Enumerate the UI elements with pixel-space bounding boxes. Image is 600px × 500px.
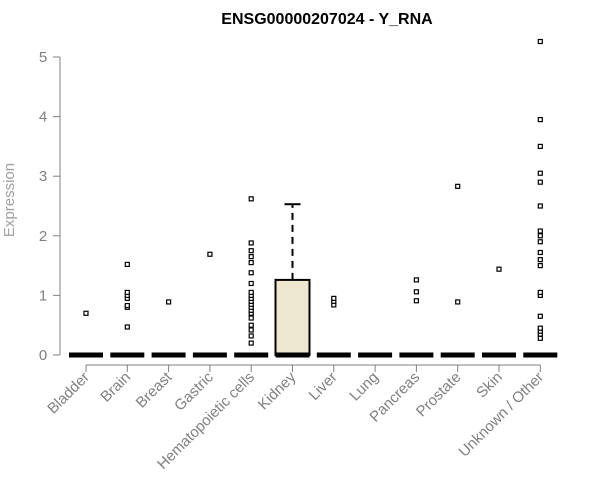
chart-title: ENSG00000207024 - Y_RNA bbox=[221, 11, 433, 28]
outlier-point bbox=[413, 298, 419, 304]
outlier-point bbox=[248, 248, 254, 254]
y-tick-label: 3 bbox=[39, 168, 47, 185]
outlier-point bbox=[537, 313, 543, 319]
outlier-point bbox=[248, 280, 254, 287]
y-tick-label: 2 bbox=[39, 228, 47, 245]
outlier-point bbox=[537, 143, 543, 149]
outlier-point bbox=[413, 277, 419, 283]
outlier-point bbox=[537, 228, 543, 234]
outlier-point bbox=[455, 299, 461, 305]
outlier-point bbox=[537, 233, 543, 239]
outlier-point bbox=[537, 249, 543, 256]
x-tick-label-liver: Liver bbox=[306, 369, 341, 404]
y-tick-label: 0 bbox=[39, 347, 47, 364]
box-gastric bbox=[192, 251, 227, 358]
box-liver bbox=[316, 295, 351, 358]
y-tick-label: 5 bbox=[39, 49, 47, 66]
outlier-point bbox=[455, 183, 461, 189]
box-unknown-other bbox=[523, 38, 558, 358]
x-tick-label-lung: Lung bbox=[346, 369, 382, 405]
outlier-point bbox=[248, 315, 254, 321]
box-brain bbox=[110, 261, 145, 358]
boxes bbox=[69, 38, 558, 358]
outlier-point bbox=[537, 335, 543, 341]
x-tick-label-bladder: Bladder bbox=[44, 369, 93, 418]
y-tick-label: 1 bbox=[39, 287, 47, 304]
outlier-point bbox=[124, 302, 130, 309]
x-tick-label-brain: Brain bbox=[97, 369, 134, 406]
box-bladder bbox=[69, 310, 103, 358]
outlier-point bbox=[537, 179, 543, 185]
box-hematopoietic-cells bbox=[234, 196, 269, 358]
outlier-point bbox=[537, 239, 543, 245]
outlier-point bbox=[207, 251, 213, 257]
outlier-point bbox=[537, 325, 543, 331]
x-tick-label-kidney: Kidney bbox=[255, 368, 300, 413]
outlier-point bbox=[537, 116, 543, 123]
outlier-point bbox=[537, 289, 543, 296]
outlier-point bbox=[124, 289, 130, 296]
x-tick-label-skin: Skin bbox=[473, 369, 506, 402]
outlier-point bbox=[248, 270, 254, 276]
outlier-point bbox=[248, 322, 254, 328]
outlier-point bbox=[248, 327, 254, 333]
outlier-point bbox=[248, 289, 254, 296]
x-tick-label-breast: Breast bbox=[133, 368, 176, 411]
outlier-point bbox=[248, 333, 254, 339]
outlier-point bbox=[496, 266, 502, 272]
y-axis-label: Expression bbox=[1, 163, 18, 237]
box-pancreas bbox=[399, 277, 434, 358]
box-kidney bbox=[274, 203, 311, 358]
box-breast bbox=[151, 299, 186, 358]
axes: 0 1 2 3 4 5 bbox=[39, 49, 541, 372]
y-tick-label: 4 bbox=[39, 109, 47, 126]
box-skin bbox=[482, 266, 516, 358]
outlier-point bbox=[248, 240, 254, 246]
outlier-point bbox=[83, 310, 89, 316]
outlier-point bbox=[537, 257, 543, 263]
outlier-point bbox=[124, 261, 130, 268]
outlier-point bbox=[537, 38, 543, 45]
outlier-point bbox=[124, 324, 130, 330]
outlier-point bbox=[166, 299, 172, 305]
box-body bbox=[274, 278, 311, 356]
outlier-point bbox=[248, 254, 254, 260]
outlier-point bbox=[413, 289, 419, 295]
outlier-point bbox=[248, 340, 254, 346]
box-prostate bbox=[440, 183, 475, 358]
outlier-point bbox=[537, 170, 543, 176]
outlier-point bbox=[248, 196, 254, 202]
x-tick-label-prostate: Prostate bbox=[413, 369, 465, 421]
outlier-point bbox=[537, 263, 543, 269]
outlier-point bbox=[248, 260, 254, 266]
outlier-point bbox=[331, 295, 337, 301]
outlier-point bbox=[537, 203, 543, 209]
